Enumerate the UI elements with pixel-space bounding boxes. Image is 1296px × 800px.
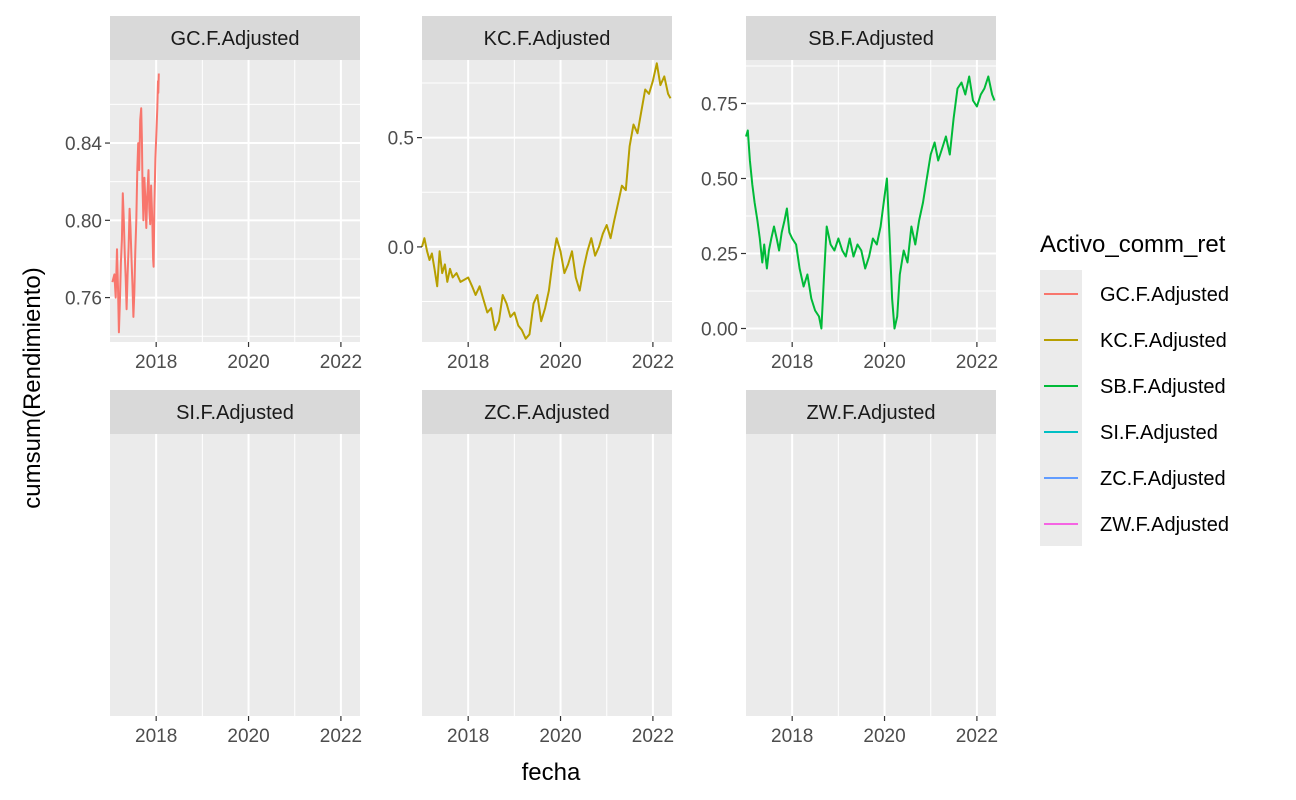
series-line xyxy=(745,75,996,330)
panel-background xyxy=(746,60,996,342)
x-tick-label: 2022 xyxy=(956,352,998,373)
x-tick-label: 2022 xyxy=(632,352,674,373)
facet-strip xyxy=(110,16,360,60)
facet-strip-label: SB.F.Adjusted xyxy=(808,28,934,50)
y-tick-label: 0.0 xyxy=(388,238,414,259)
y-tick-label: 0.75 xyxy=(701,95,738,116)
y-axis-title: cumsum(Rendimiento) xyxy=(19,267,46,508)
y-tick-label: 0.80 xyxy=(65,211,102,232)
legend-entry-label: KC.F.Adjusted xyxy=(1100,330,1227,352)
facet-strip xyxy=(746,390,996,434)
panel-background xyxy=(746,434,996,716)
facet-strip xyxy=(746,16,996,60)
facet-panels: GC.F.Adjusted 2018 2020 2022 0.76 0.80 0.84 KC.… xyxy=(65,16,998,747)
facet-panel: GC.F.Adjusted 2018 2020 2022 0.76 0.80 0.84 xyxy=(65,16,362,373)
y-tick-label: 0.84 xyxy=(65,134,102,155)
facet-panel: SI.F.Adjusted 2018 2020 2022 xyxy=(110,390,362,747)
legend-entry-label: SB.F.Adjusted xyxy=(1100,376,1226,398)
panel-background xyxy=(110,434,360,716)
x-tick-label: 2020 xyxy=(863,726,905,747)
x-tick-label: 2018 xyxy=(447,726,489,747)
x-tick-label: 2020 xyxy=(539,726,581,747)
facet-panel: ZW.F.Adjusted 2018 2020 2022 xyxy=(746,390,998,747)
x-tick-label: 2022 xyxy=(320,726,362,747)
panel-background xyxy=(422,434,672,716)
x-tick-label: 2022 xyxy=(956,726,998,747)
x-tick-label: 2020 xyxy=(539,352,581,373)
legend-key-background xyxy=(1040,270,1082,546)
facet-panel: SB.F.Adjusted 2018 2020 2022 0.00 0.25 0.50 0.7… xyxy=(701,16,998,373)
x-tick-label: 2018 xyxy=(135,726,177,747)
facet-strip xyxy=(422,390,672,434)
x-tick-label: 2020 xyxy=(227,726,269,747)
facet-strip-label: KC.F.Adjusted xyxy=(484,28,611,50)
facet-strip xyxy=(422,16,672,60)
legend-entry-label: GC.F.Adjusted xyxy=(1100,284,1229,306)
x-tick-label: 2018 xyxy=(447,352,489,373)
facet-panel: ZC.F.Adjusted 2018 2020 2022 xyxy=(422,390,674,747)
x-tick-label: 2018 xyxy=(771,726,813,747)
legend-title: Activo_comm_ret xyxy=(1040,231,1226,258)
x-tick-label: 2020 xyxy=(863,352,905,373)
y-tick-label: 0.76 xyxy=(65,289,102,310)
series-line xyxy=(111,73,160,334)
facet-strip-label: SI.F.Adjusted xyxy=(176,402,294,424)
y-tick-label: 0.00 xyxy=(701,320,738,341)
x-axis-title: fecha xyxy=(522,759,581,786)
facet-strip-label: ZC.F.Adjusted xyxy=(484,402,610,424)
y-tick-label: 0.50 xyxy=(701,170,738,191)
legend-entry-label: ZW.F.Adjusted xyxy=(1100,514,1229,536)
x-tick-label: 2018 xyxy=(135,352,177,373)
x-tick-label: 2022 xyxy=(632,726,674,747)
legend-entry-label: SI.F.Adjusted xyxy=(1100,422,1218,444)
facet-strip xyxy=(110,390,360,434)
legend-entry-label: ZC.F.Adjusted xyxy=(1100,468,1226,490)
series-line xyxy=(421,62,672,340)
facet-strip-label: ZW.F.Adjusted xyxy=(807,402,936,424)
y-tick-label: 0.25 xyxy=(701,245,738,266)
x-tick-label: 2022 xyxy=(320,352,362,373)
legend: Activo_comm_ret GC.F.Adjusted KC.F.Adjust… xyxy=(1040,231,1229,546)
x-tick-label: 2020 xyxy=(227,352,269,373)
facet-panel: KC.F.Adjusted 2018 2020 2022 0.0 0.5 xyxy=(388,16,674,373)
facet-strip-label: GC.F.Adjusted xyxy=(171,28,300,50)
y-tick-label: 0.5 xyxy=(388,129,414,150)
x-tick-label: 2018 xyxy=(771,352,813,373)
